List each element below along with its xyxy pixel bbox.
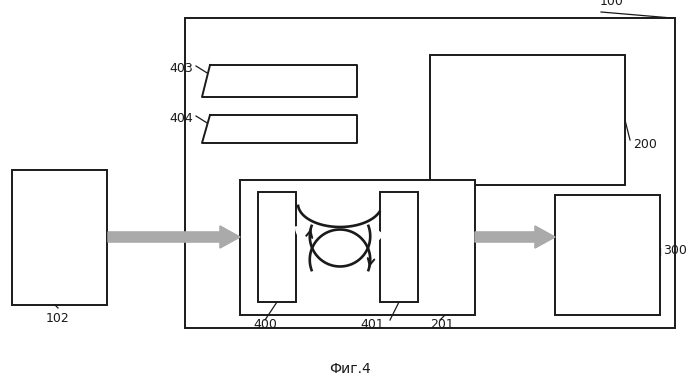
Bar: [240, 180, 475, 315]
Polygon shape: [202, 115, 357, 143]
Bar: [555, 195, 660, 315]
Bar: [185, 18, 675, 328]
Text: 200: 200: [633, 139, 657, 151]
Bar: [258, 192, 296, 302]
Bar: [380, 192, 418, 302]
Polygon shape: [475, 226, 555, 248]
Text: 300: 300: [663, 244, 687, 256]
Bar: [12, 170, 107, 305]
Text: 401: 401: [360, 318, 384, 331]
Bar: [430, 55, 625, 185]
Text: Фиг.4: Фиг.4: [329, 362, 370, 376]
Text: 404: 404: [169, 111, 193, 125]
Polygon shape: [108, 226, 240, 248]
Text: 102: 102: [46, 312, 70, 325]
Polygon shape: [202, 65, 357, 97]
Text: 100: 100: [600, 0, 624, 8]
Text: 400: 400: [253, 318, 277, 331]
Text: 403: 403: [169, 62, 193, 74]
Text: 201: 201: [430, 318, 454, 331]
